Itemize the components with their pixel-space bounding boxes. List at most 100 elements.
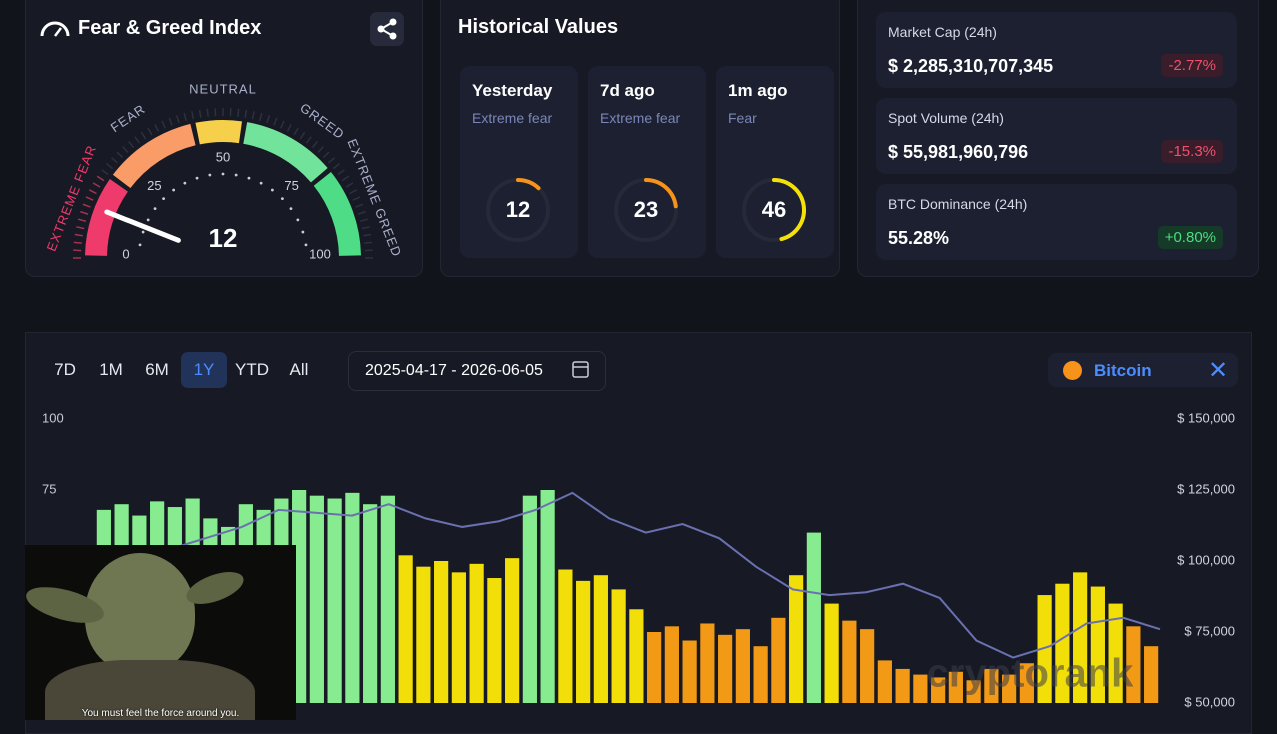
- gauge-hatch: [83, 204, 90, 207]
- bar: [807, 533, 821, 703]
- gauge-hatch: [129, 141, 134, 147]
- history-value: 46: [762, 197, 786, 222]
- gauge-hatch: [318, 147, 323, 153]
- gauge-segment: [314, 172, 361, 256]
- bar: [594, 575, 608, 703]
- gauge-hatch: [80, 212, 88, 214]
- gauge-hatch: [306, 137, 311, 143]
- gauge-dot: [139, 243, 142, 246]
- bar: [878, 660, 892, 703]
- gauge-tick-label: 100: [309, 246, 331, 261]
- gauge-hatch: [363, 235, 371, 236]
- bar: [452, 572, 466, 703]
- bar: [896, 669, 910, 703]
- gauge-hatch: [312, 141, 317, 147]
- gauge-hatch: [93, 183, 100, 187]
- gauge-hatch: [141, 132, 145, 139]
- gauge-hatch: [329, 158, 335, 163]
- gauge-hatch: [356, 204, 363, 207]
- gauge-hatch: [353, 197, 360, 200]
- bar: [612, 589, 626, 703]
- gauge-hatch: [294, 128, 298, 135]
- bar: [310, 496, 324, 703]
- gauge-hatch: [192, 111, 194, 119]
- gauge-hatch: [350, 190, 357, 194]
- history-value: 23: [634, 197, 658, 222]
- gauge-hatch: [281, 121, 284, 128]
- y2-tick-label: $ 125,000: [1177, 481, 1235, 496]
- gauge-dot: [208, 174, 211, 177]
- bar: [523, 496, 537, 703]
- gauge-hatch: [238, 109, 239, 117]
- gauge-tick-label: 25: [147, 178, 161, 193]
- bar: [381, 496, 395, 703]
- history-value: 12: [506, 197, 530, 222]
- bar: [541, 490, 555, 703]
- bar: [399, 555, 413, 703]
- gauge-dot: [142, 231, 145, 234]
- gauge-hatch: [169, 118, 172, 125]
- gauge-dot: [305, 243, 308, 246]
- overlay-caption: You must feel the force around you.: [25, 708, 296, 719]
- gauge-dot: [154, 207, 157, 210]
- bar: [363, 504, 377, 703]
- bar: [328, 499, 342, 703]
- bar: [1144, 646, 1158, 703]
- bar: [825, 604, 839, 703]
- gauge-hatch: [117, 152, 123, 158]
- gauge-dot: [172, 189, 175, 192]
- bar: [789, 575, 803, 703]
- gauge-hatch: [245, 110, 246, 118]
- gauge-hatch: [207, 109, 208, 117]
- y2-tick-label: $ 75,000: [1184, 623, 1235, 638]
- gauge-segment: [243, 122, 327, 182]
- watermark: cryptorank: [927, 652, 1134, 696]
- gauge-hatch: [102, 170, 108, 175]
- gauge-dot: [290, 207, 293, 210]
- gauge-hatch: [89, 190, 96, 194]
- gauge-value: 12: [209, 223, 238, 253]
- gauge-hatch: [287, 124, 291, 131]
- gauge-hatch: [97, 176, 104, 180]
- gauge-dot: [301, 231, 304, 234]
- gauge-hatch: [274, 118, 277, 125]
- bar: [487, 578, 501, 703]
- y2-tick-label: $ 150,000: [1177, 410, 1235, 425]
- gauge-tick-label: 0: [122, 246, 129, 261]
- gauge-dot: [183, 182, 186, 185]
- video-overlay: You must feel the force around you.: [25, 545, 296, 720]
- bar: [434, 561, 448, 703]
- gauge-hatch: [253, 111, 255, 119]
- bar: [700, 623, 714, 703]
- gauge-zone-label: GREED: [297, 100, 347, 142]
- bar: [629, 609, 643, 703]
- bar: [558, 570, 572, 703]
- bar: [718, 635, 732, 703]
- gauge-tick-label: 75: [284, 178, 298, 193]
- gauge-hatch: [358, 212, 366, 214]
- gauge-hatch: [300, 132, 304, 139]
- gauge-hatch: [148, 128, 152, 135]
- y2-tick-label: $ 50,000: [1184, 694, 1235, 709]
- y-tick-label: 100: [42, 410, 64, 425]
- gauge-hatch: [74, 242, 82, 243]
- gauge-hatch: [338, 170, 344, 175]
- gauge-hatch: [333, 164, 339, 169]
- bar: [736, 629, 750, 703]
- gauge-dot: [196, 177, 199, 180]
- bar: [860, 629, 874, 703]
- bar: [416, 567, 430, 703]
- gauge-hatch: [106, 164, 112, 169]
- gauge-dot: [271, 189, 274, 192]
- gauge-zone-label: NEUTRAL: [189, 81, 257, 96]
- gauge-hatch: [342, 176, 349, 180]
- bar: [470, 564, 484, 703]
- gauge-hatch: [86, 197, 93, 200]
- gauge-hatch: [200, 110, 201, 118]
- bar: [771, 618, 785, 703]
- history-ring: [518, 180, 539, 188]
- bar: [754, 646, 768, 703]
- gauge-hatch: [360, 219, 368, 221]
- gauge-hatch: [364, 242, 372, 243]
- gauge-hatch: [177, 115, 179, 123]
